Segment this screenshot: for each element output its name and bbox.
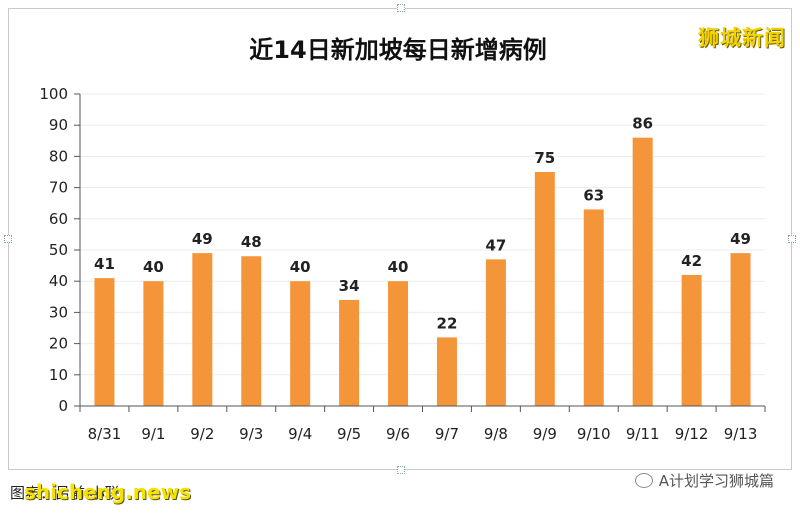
resize-handle-right[interactable] bbox=[788, 235, 796, 243]
bar bbox=[290, 281, 311, 406]
wechat-account-name: A计划学习狮城篇 bbox=[658, 472, 774, 490]
x-tick-label: 9/3 bbox=[239, 425, 263, 443]
resize-handle-top[interactable] bbox=[397, 4, 405, 12]
bar-value-label: 42 bbox=[681, 252, 702, 270]
bar-value-label: 41 bbox=[94, 255, 115, 273]
chart-title: 近14日新加坡每日新增病例 bbox=[249, 36, 546, 64]
x-axis: 8/31 9/1 9/2 9/3 9/4 9/5 9/6 9/7 9/8 9/9 9/10 9/11 9… bbox=[79, 405, 766, 443]
y-tick-label: 10 bbox=[49, 366, 68, 384]
bar-value-label: 49 bbox=[192, 230, 213, 248]
bar-value-label: 47 bbox=[485, 236, 506, 254]
watermark-logo: 狮城新闻 bbox=[698, 26, 786, 50]
x-tick-label: 9/9 bbox=[533, 425, 557, 443]
bar-value-label: 75 bbox=[534, 149, 555, 167]
bar bbox=[192, 253, 213, 406]
bar-value-label: 48 bbox=[241, 233, 262, 251]
bar-value-label: 63 bbox=[583, 186, 604, 204]
bar bbox=[94, 278, 115, 406]
y-tick-label: 100 bbox=[39, 85, 68, 103]
y-tick-label: 50 bbox=[49, 241, 68, 259]
y-tick-label: 70 bbox=[49, 179, 68, 197]
x-tick-label: 9/5 bbox=[337, 425, 361, 443]
bar bbox=[339, 299, 360, 406]
x-tick-label: 9/1 bbox=[141, 425, 165, 443]
bars: 41 40 49 48 40 34 40 22 47 75 63 86 42 49 bbox=[94, 115, 751, 406]
y-tick-label: 0 bbox=[58, 397, 68, 415]
wechat-icon bbox=[634, 473, 653, 488]
bar bbox=[436, 337, 457, 406]
x-tick-label: 9/10 bbox=[577, 425, 611, 443]
bar bbox=[681, 274, 702, 406]
bar bbox=[583, 209, 604, 406]
y-axis: 0 10 20 30 40 50 60 70 80 90 100 bbox=[39, 85, 81, 415]
chart-source: 图表：吕前·小联 bbox=[10, 484, 120, 502]
resize-handle-bottom[interactable] bbox=[397, 466, 405, 474]
x-tick-label: 9/6 bbox=[386, 425, 410, 443]
x-tick-label: 9/12 bbox=[675, 425, 709, 443]
x-tick-label: 9/11 bbox=[626, 425, 660, 443]
y-tick-label: 90 bbox=[49, 116, 68, 134]
bar-value-label: 40 bbox=[290, 258, 311, 276]
bar bbox=[632, 137, 653, 406]
x-tick-label: 9/4 bbox=[288, 425, 312, 443]
x-tick-label: 9/2 bbox=[190, 425, 214, 443]
bar bbox=[241, 256, 262, 406]
bar bbox=[485, 259, 506, 406]
bar-value-label: 86 bbox=[632, 115, 653, 133]
bar bbox=[730, 253, 751, 406]
bar-value-label: 22 bbox=[437, 314, 458, 332]
y-tick-label: 80 bbox=[49, 147, 68, 165]
bar-value-label: 40 bbox=[388, 258, 409, 276]
x-tick-label: 8/31 bbox=[88, 425, 122, 443]
x-tick-label: 9/13 bbox=[724, 425, 758, 443]
y-tick-label: 40 bbox=[49, 272, 68, 290]
bar bbox=[388, 281, 409, 406]
x-tick-label: 9/8 bbox=[484, 425, 508, 443]
y-tick-label: 30 bbox=[49, 303, 68, 321]
bar bbox=[534, 172, 555, 406]
x-tick-label: 9/7 bbox=[435, 425, 459, 443]
wechat-account[interactable]: A计划学习狮城篇 bbox=[634, 470, 774, 491]
bar-value-label: 34 bbox=[339, 277, 360, 295]
site-watermark: shicheng.news bbox=[24, 480, 191, 504]
bar-value-label: 40 bbox=[143, 258, 164, 276]
gridlines bbox=[74, 93, 765, 407]
bar bbox=[143, 281, 164, 406]
resize-handle-left[interactable] bbox=[4, 235, 12, 243]
y-tick-label: 20 bbox=[49, 335, 68, 353]
y-tick-label: 60 bbox=[49, 210, 68, 228]
bar-value-label: 49 bbox=[730, 230, 751, 248]
